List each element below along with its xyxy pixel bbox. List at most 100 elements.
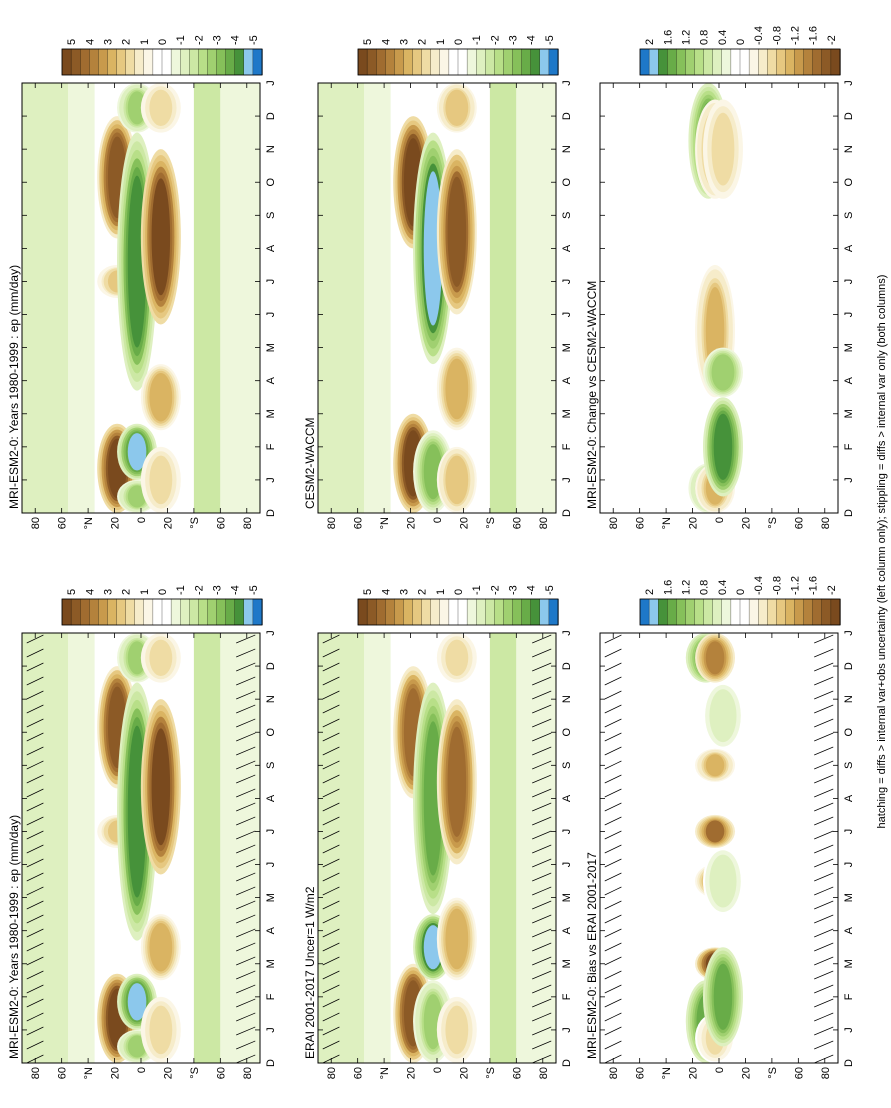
background-band — [489, 83, 517, 513]
contour-blob — [151, 457, 171, 502]
background-band — [364, 83, 391, 513]
colorbar-frame — [61, 48, 263, 76]
colorbar-label: 2 — [121, 589, 133, 595]
colorbar-swatch — [198, 598, 209, 626]
lat-tick-label: 80 — [30, 1067, 42, 1079]
colorbar-swatch — [485, 598, 496, 626]
month-tick-label: M — [265, 959, 277, 968]
panel-title: ERAI 2001-2017 Uncer=1 W/m2 — [303, 886, 317, 1059]
lat-tick-label: °S — [189, 517, 201, 529]
lat-tick-label: 60 — [635, 517, 647, 529]
month-tick-label: M — [843, 343, 855, 352]
colorbar-swatch — [189, 48, 200, 76]
colorbar-swatch — [539, 48, 550, 76]
month-tick-label: J — [561, 829, 573, 835]
colorbar-swatch — [421, 598, 432, 626]
contour-blob — [127, 91, 147, 125]
colorbar-swatch — [494, 598, 505, 626]
colorbar-swatch — [394, 598, 405, 626]
colorbar-label: 5 — [66, 589, 78, 595]
colorbar-label: -4 — [230, 585, 242, 595]
month-tick-label: A — [843, 794, 855, 802]
colorbar-label: 0 — [453, 589, 465, 595]
background-band — [516, 83, 556, 513]
colorbar-label: 5 — [362, 589, 374, 595]
contour-blob — [447, 457, 467, 502]
month-tick-label: D — [843, 1059, 855, 1067]
colorbar-swatch — [161, 598, 172, 626]
colorbar-swatch — [207, 48, 218, 76]
lat-tick-label: 20 — [110, 1067, 122, 1079]
colorbar-swatch — [830, 598, 841, 626]
field-layer — [318, 83, 556, 513]
colorbar-swatch — [548, 48, 559, 76]
month-tick-label: J — [265, 829, 277, 835]
colorbar-label: 5 — [362, 39, 374, 45]
colorbar-label: 0.4 — [717, 580, 729, 595]
colorbar-frame — [61, 598, 263, 626]
colorbar-label: 0 — [453, 39, 465, 45]
colorbar-swatch — [685, 48, 696, 76]
month-tick-label: A — [561, 794, 573, 802]
colorbar-swatch — [785, 598, 796, 626]
month-tick-label: S — [843, 212, 855, 219]
month-tick-label: S — [561, 762, 573, 769]
colorbar-label: 4 — [84, 589, 96, 595]
month-tick-label: J — [561, 312, 573, 318]
colorbar-label: -3 — [508, 35, 520, 45]
colorbar-swatch — [80, 48, 90, 76]
background-band — [489, 633, 517, 1063]
colorbar-swatch — [180, 48, 190, 76]
month-tick-label: N — [265, 695, 277, 703]
colorbar-swatch — [821, 48, 832, 76]
month-tick-label: J — [561, 630, 573, 636]
colorbar-swatch — [430, 48, 441, 76]
lat-tick-label: 60 — [353, 1067, 365, 1079]
lat-tick-label: °N — [379, 517, 391, 529]
colorbar-label: -4 — [526, 35, 538, 45]
colorbar-swatch — [794, 48, 805, 76]
colorbar-label: 2 — [121, 39, 133, 45]
colorbar-swatch — [412, 598, 423, 626]
colorbar-swatch — [494, 48, 505, 76]
colorbar-label: -5 — [544, 585, 556, 595]
background-band — [193, 633, 221, 1063]
colorbar-swatch — [125, 48, 136, 76]
month-tick-label: A — [843, 244, 855, 252]
colorbar-label: 0 — [157, 39, 169, 45]
colorbar-label: 4 — [380, 39, 392, 45]
month-tick-label: A — [561, 926, 573, 934]
colorbar-swatch — [730, 48, 741, 76]
lat-tick-label: 0 — [714, 1067, 726, 1073]
lat-tick-label: °N — [83, 517, 95, 529]
background-band — [516, 633, 556, 1063]
field-layer — [318, 633, 556, 1063]
contour-blob — [447, 361, 467, 417]
month-tick-label: D — [843, 662, 855, 670]
colorbar-frame — [357, 48, 559, 76]
colorbar-swatch — [466, 48, 477, 76]
colorbar-label: 1 — [139, 39, 151, 45]
colorbar-swatch — [721, 598, 732, 626]
contour-blob — [151, 728, 171, 846]
colorbar-label: 1.2 — [680, 580, 692, 595]
lat-tick-label: °N — [83, 1067, 95, 1079]
colorbar-swatch — [730, 598, 741, 626]
colorbar-swatch — [803, 48, 814, 76]
lat-tick-label: °N — [661, 1067, 673, 1079]
colorbar-swatch — [70, 598, 81, 626]
hatching — [26, 634, 256, 1063]
lat-tick-label: °N — [379, 1067, 391, 1079]
colorbar-label: -1.6 — [808, 576, 820, 595]
lat-tick-label: 60 — [635, 1067, 647, 1079]
month-tick-label: A — [843, 376, 855, 384]
month-tick-label: M — [843, 409, 855, 418]
colorbar-swatch — [225, 598, 236, 626]
colorbar-swatch — [521, 48, 532, 76]
colorbar-swatch — [812, 48, 823, 76]
colorbar-swatch — [658, 598, 668, 626]
background-band — [174, 633, 188, 1063]
colorbar-swatch — [530, 598, 541, 626]
